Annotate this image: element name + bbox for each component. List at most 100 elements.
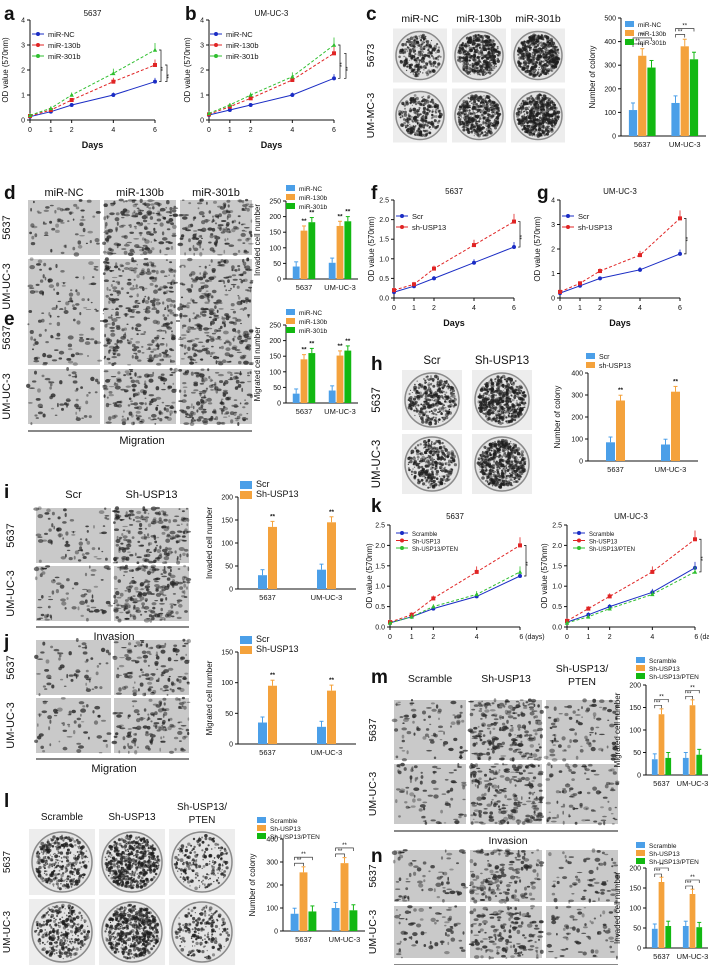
colony-dot bbox=[416, 408, 418, 410]
colony-dot bbox=[480, 69, 482, 71]
colony-dot bbox=[404, 108, 406, 110]
micrograph-field bbox=[102, 199, 178, 256]
colony-dot bbox=[524, 115, 525, 116]
stained-cell bbox=[86, 338, 90, 340]
colony-dot bbox=[477, 37, 480, 40]
colony-dot bbox=[420, 120, 421, 121]
colony-dot bbox=[554, 127, 555, 128]
stained-cell bbox=[184, 390, 186, 394]
stained-cell bbox=[157, 347, 160, 349]
data-point bbox=[153, 80, 157, 84]
colony-dot bbox=[452, 390, 454, 392]
colony-dot bbox=[542, 129, 544, 131]
colony-dot bbox=[539, 67, 540, 68]
stained-cell bbox=[179, 344, 182, 346]
colony-dot bbox=[531, 53, 533, 55]
stained-cell bbox=[102, 242, 106, 245]
colony-dot bbox=[477, 96, 480, 99]
colony-dot bbox=[437, 62, 440, 65]
y-tick-label: 50 bbox=[273, 385, 281, 392]
stained-cell bbox=[140, 254, 143, 256]
stained-cell bbox=[72, 304, 75, 307]
colony-dot bbox=[519, 60, 520, 61]
stained-cell bbox=[64, 310, 69, 314]
stained-cell bbox=[155, 344, 159, 347]
colony-dot bbox=[414, 94, 417, 97]
stained-cell bbox=[52, 359, 57, 361]
stained-cell bbox=[193, 245, 195, 249]
colony-dot bbox=[468, 64, 469, 65]
colony-dot bbox=[441, 417, 443, 419]
stained-cell bbox=[218, 224, 224, 226]
colony-dot bbox=[543, 56, 546, 59]
colony-dot bbox=[424, 380, 426, 382]
colony-dot bbox=[470, 55, 472, 57]
stained-cell bbox=[206, 339, 210, 342]
stained-cell bbox=[193, 216, 196, 219]
stained-cell bbox=[183, 422, 189, 425]
stained-cell bbox=[76, 388, 79, 391]
stained-cell bbox=[171, 330, 173, 332]
colony-dot bbox=[540, 73, 542, 75]
stained-cell bbox=[73, 219, 75, 221]
colony-dot bbox=[401, 43, 404, 46]
stained-cell bbox=[217, 265, 222, 267]
colony-dot bbox=[469, 101, 471, 103]
stained-cell bbox=[196, 373, 200, 376]
stained-cell bbox=[129, 372, 131, 375]
colony-dot bbox=[425, 99, 428, 102]
stained-cell bbox=[228, 415, 230, 416]
stained-cell bbox=[106, 251, 110, 254]
colony-dot bbox=[472, 101, 476, 105]
colony-dot bbox=[494, 379, 495, 380]
colony-dot bbox=[398, 113, 401, 116]
colony-dot bbox=[485, 405, 487, 407]
colony-dot bbox=[404, 48, 407, 51]
stained-cell bbox=[124, 251, 128, 255]
x-tick-label: 2 bbox=[70, 127, 74, 134]
stained-cell bbox=[159, 359, 164, 362]
stained-cell bbox=[66, 358, 71, 361]
colony-dot bbox=[540, 42, 543, 45]
colony-dot bbox=[401, 124, 404, 127]
colony-dot bbox=[488, 128, 492, 132]
colony-dot bbox=[431, 117, 433, 119]
colony-dot bbox=[557, 116, 560, 119]
stained-cell bbox=[240, 382, 245, 384]
colony-dot bbox=[523, 127, 524, 128]
stained-cell bbox=[75, 412, 77, 415]
stained-cell bbox=[26, 384, 30, 388]
stained-cell bbox=[209, 336, 212, 338]
colony-dot bbox=[523, 52, 524, 53]
stained-cell bbox=[215, 239, 218, 243]
stained-cell bbox=[174, 314, 176, 317]
colony-dot bbox=[435, 403, 439, 407]
stained-cell bbox=[237, 200, 241, 203]
stained-cell bbox=[57, 333, 61, 337]
stained-cell bbox=[184, 266, 186, 268]
colony-dot bbox=[433, 49, 434, 50]
legend-label: Scr bbox=[578, 212, 590, 221]
stained-cell bbox=[104, 203, 108, 207]
stained-cell bbox=[91, 283, 97, 286]
stained-cell bbox=[129, 224, 131, 228]
stained-cell bbox=[144, 247, 149, 249]
stained-cell bbox=[181, 410, 187, 413]
colony-dot bbox=[442, 421, 443, 422]
stained-cell bbox=[114, 415, 118, 418]
colony-dot bbox=[425, 114, 428, 117]
stained-cell bbox=[107, 235, 112, 238]
stained-cell bbox=[233, 311, 236, 314]
data-point bbox=[638, 253, 642, 257]
stained-cell bbox=[233, 279, 238, 281]
stained-cell bbox=[137, 392, 140, 396]
colony-dot bbox=[404, 111, 407, 114]
colony-dot bbox=[434, 375, 438, 379]
colony-dot bbox=[431, 383, 432, 384]
stained-cell bbox=[217, 310, 219, 313]
stained-cell bbox=[150, 419, 154, 420]
stained-cell bbox=[193, 253, 195, 256]
legend-label: miR-NC bbox=[299, 310, 322, 317]
colony-dot bbox=[407, 46, 409, 48]
